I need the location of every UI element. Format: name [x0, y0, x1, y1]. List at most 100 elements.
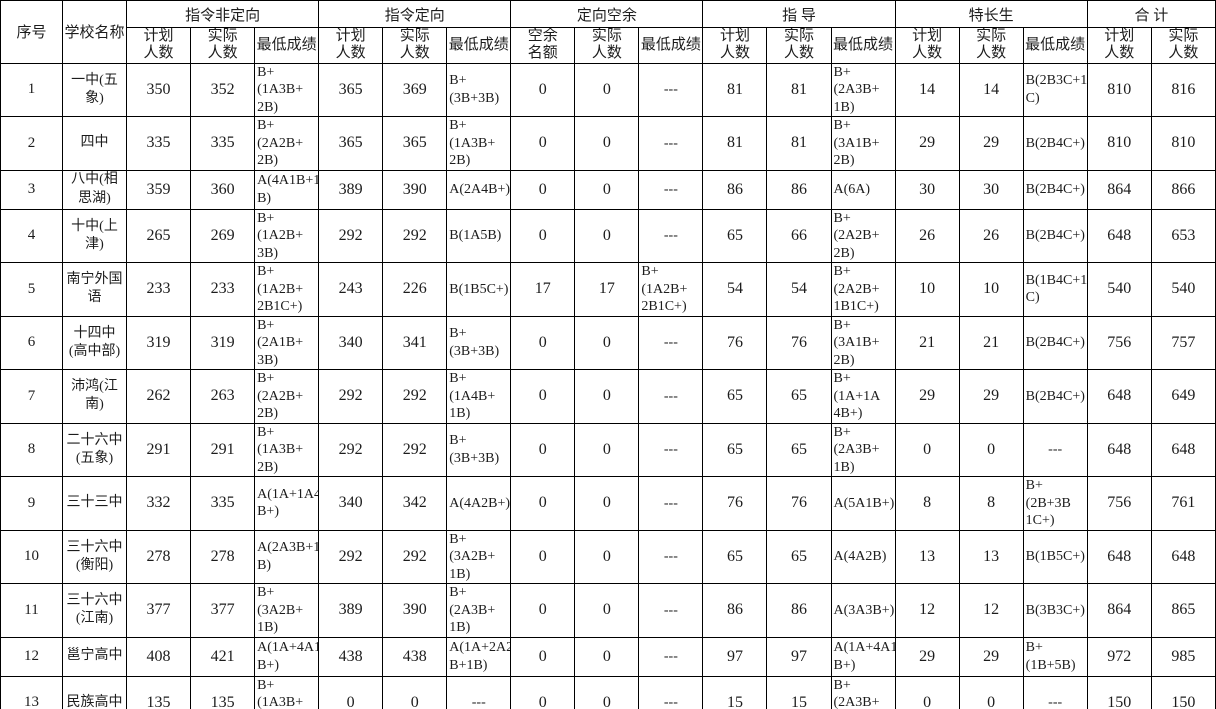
cell-value: 0: [574, 369, 640, 424]
cell-value: 292: [382, 369, 448, 424]
school-name: 四中: [62, 116, 127, 171]
cell-value: 438: [318, 636, 384, 677]
school-name: 南宁外国 语: [62, 262, 127, 317]
cell-min-score: ---: [638, 116, 704, 171]
cell-min-score: ---: [638, 529, 704, 584]
cell-value: 150: [1150, 675, 1216, 709]
cell-value: 0: [510, 369, 576, 424]
cell-value: 864: [1086, 583, 1152, 638]
cell-value: 291: [190, 422, 256, 477]
cell-value: 0: [574, 675, 640, 709]
school-header: 学校名称: [62, 0, 127, 64]
cell-value: 65: [702, 369, 768, 424]
cell-value: 292: [382, 208, 448, 263]
cell-value: 81: [702, 62, 768, 117]
cell-value: 10: [958, 262, 1024, 317]
school-name: 三十六中 (江南): [62, 583, 127, 638]
row-serial: 9: [0, 476, 63, 531]
cell-value: 292: [318, 529, 384, 584]
school-name: 十中(上 津): [62, 208, 127, 263]
cell-value: 865: [1150, 583, 1216, 638]
cell-min-score: A(6A): [830, 169, 896, 210]
cell-value: 0: [382, 675, 448, 709]
column-header: 实际 人数: [958, 27, 1024, 64]
cell-value: 972: [1086, 636, 1152, 677]
cell-min-score: ---: [638, 315, 704, 370]
cell-value: 13: [958, 529, 1024, 584]
cell-value: 8: [894, 476, 960, 531]
cell-min-score: B+(3A1B+ 2B): [830, 116, 896, 171]
cell-min-score: B+(1A3B+ 2B): [446, 116, 512, 171]
cell-value: 14: [894, 62, 960, 117]
cell-value: 540: [1150, 262, 1216, 317]
cell-value: 438: [382, 636, 448, 677]
column-header: 实际 人数: [382, 27, 448, 64]
cell-value: 350: [125, 62, 192, 117]
cell-value: 0: [574, 529, 640, 584]
cell-value: 54: [766, 262, 832, 317]
cell-min-score: B(3B3C+): [1022, 583, 1088, 638]
cell-value: 0: [574, 116, 640, 171]
cell-min-score: B+ (3B+3B): [446, 422, 512, 477]
cell-value: 14: [958, 62, 1024, 117]
cell-min-score: B+(3A2B+ 1B): [254, 583, 320, 638]
cell-min-score: B+(2A2B+ 1B1C+): [830, 262, 896, 317]
cell-value: 360: [190, 169, 256, 210]
cell-value: 365: [382, 116, 448, 171]
row-serial: 2: [0, 116, 63, 171]
cell-value: 369: [382, 62, 448, 117]
cell-value: 29: [894, 636, 960, 677]
table-row: 2 四中 335 335 B+(2A2B+ 2B) 365 365 B+(1A3B+ 2B) 0…: [0, 116, 1216, 171]
cell-value: 65: [702, 529, 768, 584]
column-header: 计划 人数: [125, 27, 192, 64]
cell-value: 756: [1086, 315, 1152, 370]
cell-value: 332: [125, 476, 192, 531]
cell-min-score: B+(2A3B+ 1B): [830, 422, 896, 477]
cell-value: 226: [382, 262, 448, 317]
cell-value: 377: [125, 583, 192, 638]
cell-value: 653: [1150, 208, 1216, 263]
group-header: 指令非定向: [125, 0, 320, 28]
cell-value: 29: [894, 116, 960, 171]
cell-min-score: ---: [638, 476, 704, 531]
cell-value: 0: [510, 583, 576, 638]
cell-min-score: B+(1A3B+ 2B): [254, 62, 320, 117]
column-header: 最低成绩: [830, 27, 896, 64]
table-header: 序号 学校名称 指令非定向 指令定向 定向空余指 导特长生合 计计划 人数 实际 人数 最低…: [0, 0, 1216, 64]
cell-value: 0: [510, 636, 576, 677]
cell-min-score: B+ (1B+5B): [1022, 636, 1088, 677]
cell-value: 0: [510, 529, 576, 584]
cell-value: 76: [702, 476, 768, 531]
cell-value: 65: [766, 529, 832, 584]
cell-value: 408: [125, 636, 192, 677]
cell-value: 335: [125, 116, 192, 171]
cell-value: 0: [574, 315, 640, 370]
cell-min-score: ---: [638, 583, 704, 638]
cell-value: 648: [1086, 369, 1152, 424]
cell-value: 0: [510, 62, 576, 117]
column-header: 空余 名额: [510, 27, 576, 64]
cell-min-score: ---: [1022, 422, 1088, 477]
cell-value: 810: [1150, 116, 1216, 171]
school-name: 沛鸿(江 南): [62, 369, 127, 424]
table-row: 8 二十六中 (五象) 291 291 B+(1A3B+ 2B) 292 292 B+ (3B…: [0, 422, 1216, 477]
cell-value: 292: [318, 208, 384, 263]
table-row: 6 十四中 (高中部) 319 319 B+(2A1B+ 3B) 340 341 B+ (3B…: [0, 315, 1216, 370]
group-header: 定向空余: [510, 0, 704, 28]
cell-min-score: B+(1A3B+ 2B): [254, 675, 320, 709]
cell-value: 291: [125, 422, 192, 477]
cell-value: 0: [510, 422, 576, 477]
header-group-row: 序号 学校名称 指令非定向 指令定向 定向空余指 导特长生合 计: [0, 0, 1216, 64]
cell-min-score: ---: [638, 636, 704, 677]
cell-value: 816: [1150, 62, 1216, 117]
cell-value: 29: [894, 369, 960, 424]
cell-value: 0: [510, 315, 576, 370]
row-serial: 11: [0, 583, 63, 638]
cell-min-score: A(4A2B): [830, 529, 896, 584]
cell-value: 86: [702, 583, 768, 638]
cell-value: 648: [1086, 208, 1152, 263]
cell-value: 0: [574, 636, 640, 677]
table-row: 9 三十三中 332 335 A(1A+1A4 B+) 340 342 A(4A2B+) 0 0-…: [0, 476, 1216, 531]
cell-value: 65: [766, 369, 832, 424]
